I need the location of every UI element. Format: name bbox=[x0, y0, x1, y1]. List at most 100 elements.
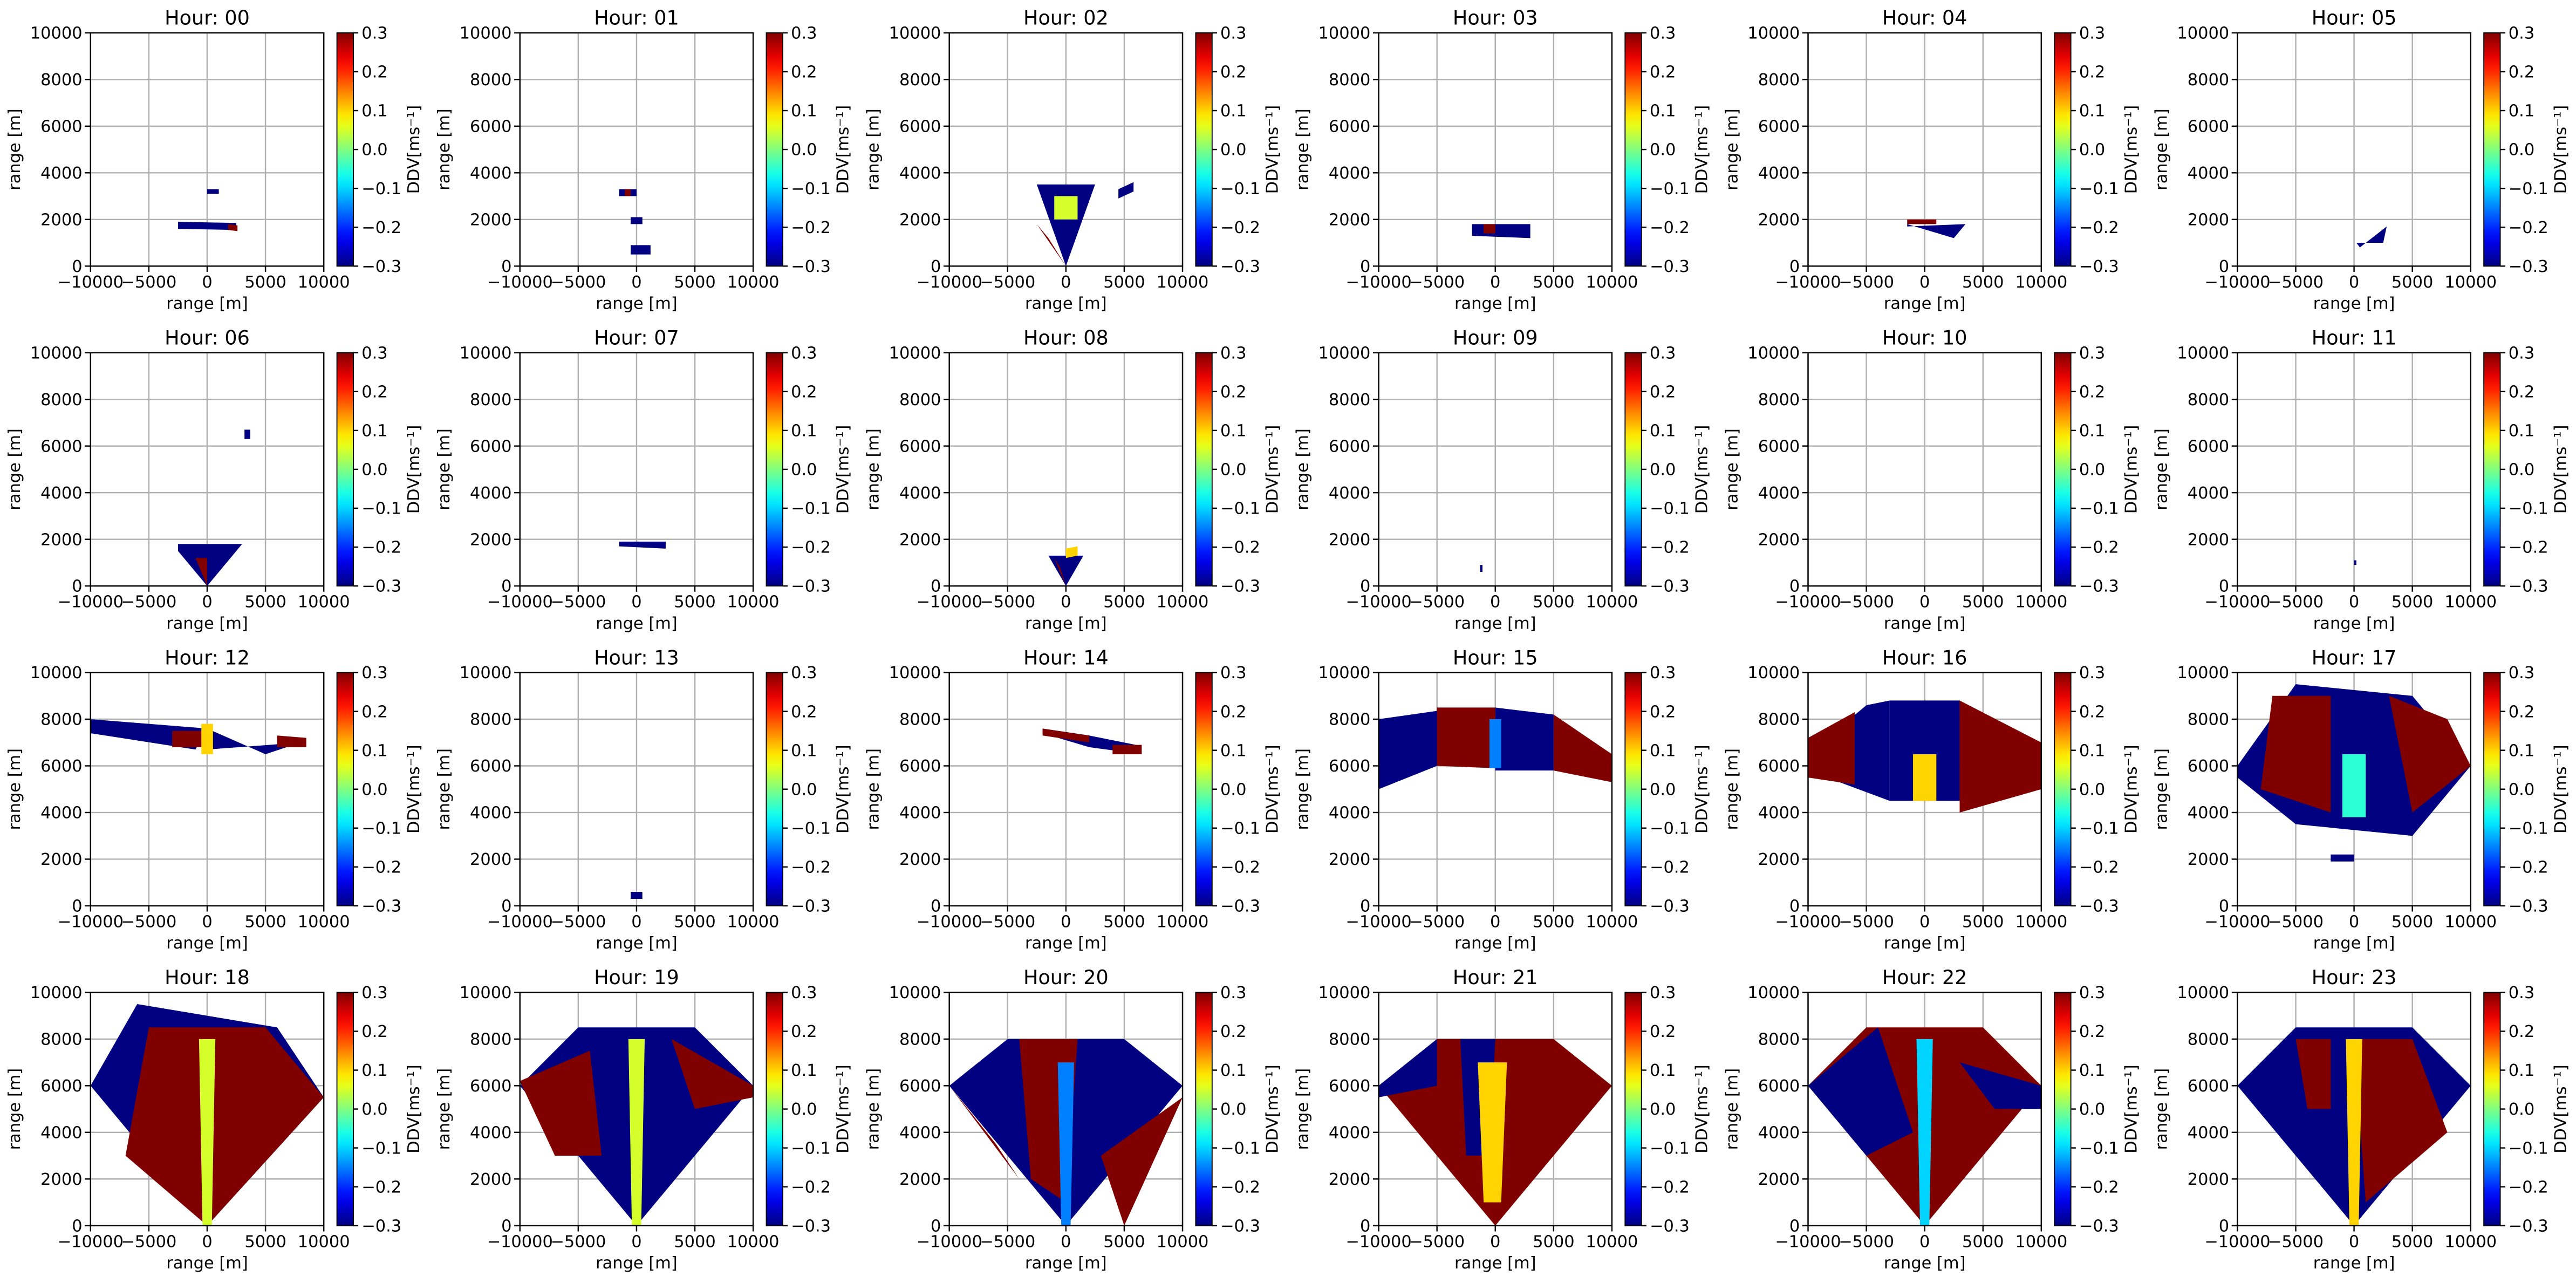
y-tick-label: 0 bbox=[931, 1217, 941, 1236]
colorbar-tick-label: −0.1 bbox=[361, 819, 401, 838]
colorbar-tick-label: 0.0 bbox=[2509, 1100, 2534, 1119]
y-tick-label: 4000 bbox=[1329, 1123, 1370, 1142]
colorbar-tick-label: −0.1 bbox=[1650, 180, 1690, 199]
x-tick-label: −5000 bbox=[1409, 912, 1465, 931]
x-tick-label: −10000 bbox=[58, 273, 124, 292]
x-tick-label: 10000 bbox=[1586, 912, 1638, 931]
x-axis-label: range [m] bbox=[1454, 614, 1536, 633]
y-tick-label: 0 bbox=[2219, 1217, 2229, 1236]
y-tick-label: 8000 bbox=[40, 711, 82, 729]
y-tick-label: 0 bbox=[72, 577, 82, 596]
colorbar-tick-label: 0.0 bbox=[2509, 141, 2534, 160]
panel: −10000−5000 0 5000 10000 0 2000 4000 6000 8000 10… bbox=[864, 966, 1282, 1273]
y-axis-label: range [m] bbox=[1294, 1068, 1313, 1150]
ddv-region bbox=[1065, 546, 1078, 558]
colorbar-tick-label: −0.2 bbox=[1650, 219, 1690, 237]
colorbar-label: DDV[ms⁻¹] bbox=[405, 745, 423, 834]
y-tick-label: 4000 bbox=[899, 1123, 941, 1142]
colorbar-tick-label: 0.3 bbox=[361, 664, 387, 683]
y-tick-label: 8000 bbox=[40, 1031, 82, 1049]
ddv-region bbox=[1553, 714, 1612, 782]
colorbar-tick-label: 0.0 bbox=[791, 780, 817, 799]
colorbar bbox=[336, 32, 354, 267]
colorbar-tick-label: 0.1 bbox=[1650, 1061, 1676, 1080]
colorbar-tick-label: 0.0 bbox=[2509, 780, 2534, 799]
x-tick-label: −10000 bbox=[1345, 1232, 1411, 1251]
colorbar-tick-label: 0.3 bbox=[791, 24, 817, 43]
panel: −10000−5000 0 5000 10000 0 2000 4000 6000 8000 10… bbox=[864, 646, 1282, 953]
colorbar-tick-label: 0.0 bbox=[1650, 141, 1676, 160]
colorbar-tick-label: −0.3 bbox=[1650, 1217, 1690, 1236]
colorbar-label: DDV[ms⁻¹] bbox=[1693, 105, 1712, 194]
colorbar-tick-label: 0.0 bbox=[1650, 1100, 1676, 1119]
panel-title: Hour: 01 bbox=[594, 6, 679, 30]
x-tick-label: −5000 bbox=[121, 912, 176, 931]
y-tick-label: 8000 bbox=[899, 71, 941, 90]
colorbar-tick-label: −0.1 bbox=[1220, 180, 1260, 199]
colorbar-tick-label: −0.3 bbox=[791, 1217, 831, 1236]
y-tick-label: 2000 bbox=[2188, 210, 2229, 229]
colorbar-tick-label: −0.3 bbox=[2079, 897, 2119, 916]
colorbar-tick-label: −0.1 bbox=[791, 180, 831, 199]
x-tick-label: 5000 bbox=[1962, 273, 2004, 292]
colorbar-tick-label: 0.0 bbox=[1220, 1100, 1246, 1119]
x-tick-label: −5000 bbox=[1839, 912, 1894, 931]
colorbar-tick-label: 0.0 bbox=[1220, 461, 1246, 480]
x-tick-label: −5000 bbox=[121, 1232, 176, 1251]
y-tick-label: 10000 bbox=[460, 344, 512, 363]
x-tick-label: 5000 bbox=[674, 273, 715, 292]
colorbar-tick-label: −0.3 bbox=[2079, 257, 2119, 276]
y-tick-label: 8000 bbox=[1758, 1031, 1800, 1049]
panel: −10000−5000 0 5000 10000 0 2000 4000 6000 8000 10… bbox=[1294, 966, 1712, 1273]
colorbar-tick-label: 0.0 bbox=[791, 141, 817, 160]
panel-title: Hour: 20 bbox=[1023, 966, 1109, 989]
axes-frame bbox=[1378, 352, 1613, 587]
x-tick-label: −5000 bbox=[980, 593, 1035, 612]
colorbar-tick-label: 0.2 bbox=[2079, 383, 2105, 401]
axes-frame bbox=[519, 352, 754, 587]
y-tick-label: 8000 bbox=[1329, 1031, 1370, 1049]
colorbar-label: DDV[ms⁻¹] bbox=[405, 105, 423, 194]
x-tick-label: 10000 bbox=[1586, 593, 1638, 612]
y-tick-label: 0 bbox=[2219, 257, 2229, 276]
x-tick-label: −5000 bbox=[980, 273, 1035, 292]
data-field bbox=[1048, 546, 1084, 586]
x-tick-label: −5000 bbox=[121, 273, 176, 292]
ddv-region bbox=[228, 224, 238, 231]
y-tick-label: 4000 bbox=[470, 484, 511, 503]
x-axis-label: range [m] bbox=[1884, 934, 1966, 953]
y-tick-label: 6000 bbox=[2188, 437, 2229, 456]
x-tick-label: −5000 bbox=[1409, 273, 1465, 292]
ddv-region bbox=[1437, 707, 1495, 768]
x-tick-label: −5000 bbox=[550, 912, 606, 931]
colorbar-tick-label: 0.3 bbox=[361, 24, 387, 43]
colorbar-tick-label: −0.2 bbox=[2079, 538, 2119, 557]
x-tick-label: 10000 bbox=[2015, 1232, 2067, 1251]
panel: −10000−5000 0 5000 10000 0 2000 4000 6000 8000 10… bbox=[5, 966, 423, 1273]
ddv-region bbox=[125, 1027, 324, 1226]
ddv-region bbox=[199, 1039, 216, 1226]
y-tick-label: 4000 bbox=[1329, 484, 1370, 503]
colorbar-tick-label: 0.2 bbox=[2509, 383, 2534, 401]
panel: −10000−5000 0 5000 10000 0 2000 4000 6000 8000 10… bbox=[1294, 326, 1712, 633]
y-tick-label: 10000 bbox=[889, 984, 941, 1002]
colorbar-tick-label: −0.1 bbox=[1220, 500, 1260, 518]
ddv-region bbox=[631, 891, 643, 899]
colorbar bbox=[336, 992, 354, 1226]
data-field bbox=[1378, 1039, 1612, 1226]
colorbar-label: DDV[ms⁻¹] bbox=[2122, 1064, 2141, 1154]
ddv-region bbox=[2260, 695, 2331, 813]
y-tick-label: 10000 bbox=[2177, 24, 2229, 43]
x-tick-label: −5000 bbox=[550, 273, 606, 292]
colorbar-tick-label: 0.1 bbox=[361, 421, 387, 440]
y-axis-label: range [m] bbox=[864, 108, 883, 190]
ddv-region bbox=[1036, 224, 1066, 267]
y-tick-label: 2000 bbox=[470, 850, 511, 869]
colorbar-tick-label: 0.1 bbox=[1650, 421, 1676, 440]
colorbar-tick-label: 0.3 bbox=[2079, 984, 2105, 1002]
data-field bbox=[619, 189, 651, 255]
y-tick-label: 8000 bbox=[1758, 71, 1800, 90]
colorbar-tick-label: −0.2 bbox=[1220, 858, 1260, 877]
y-tick-label: 8000 bbox=[470, 391, 511, 410]
y-tick-label: 6000 bbox=[470, 437, 511, 456]
